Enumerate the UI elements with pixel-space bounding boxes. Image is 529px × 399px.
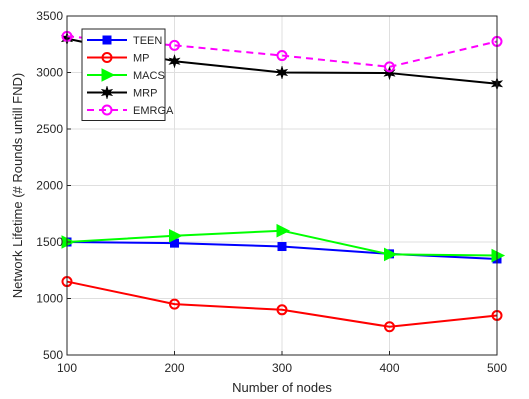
data-point bbox=[384, 247, 398, 262]
x-tick-label: 400 bbox=[379, 361, 399, 375]
y-tick-label: 1000 bbox=[36, 292, 63, 306]
data-point bbox=[383, 65, 396, 81]
legend-label: EMRGA bbox=[133, 105, 174, 117]
x-tick-label: 200 bbox=[164, 361, 184, 375]
series-line bbox=[66, 280, 498, 328]
legend-label: MRP bbox=[133, 88, 157, 100]
data-point bbox=[169, 39, 180, 51]
data-point bbox=[275, 65, 289, 80]
data-point bbox=[168, 53, 181, 69]
legend-marker bbox=[101, 52, 113, 63]
legend-item: TEEN bbox=[87, 35, 162, 47]
data-point bbox=[491, 248, 506, 263]
x-axis-label: Number of nodes bbox=[232, 380, 332, 395]
legend-item: MRP bbox=[87, 85, 157, 100]
data-point bbox=[276, 304, 288, 316]
legend-item: MACS bbox=[87, 68, 165, 82]
x-tick-label: 300 bbox=[272, 361, 292, 375]
y-tick-label: 1500 bbox=[36, 235, 63, 249]
legend-label: TEEN bbox=[133, 35, 162, 47]
data-point bbox=[384, 61, 395, 73]
legend-marker bbox=[101, 104, 113, 116]
legend-marker bbox=[100, 85, 114, 100]
y-tick-label: 3000 bbox=[36, 66, 63, 80]
legend: TEEN MP MACS MRP EMRGA bbox=[81, 28, 174, 121]
series-line bbox=[66, 35, 498, 68]
legend-item: MP bbox=[87, 52, 150, 65]
y-tick-label: 500 bbox=[43, 348, 63, 362]
y-tick-label: 2000 bbox=[36, 179, 63, 193]
axis-ticks: 100 200 300 400 500 500 1000 1500 2000 2500 3000 35… bbox=[36, 9, 507, 375]
legend-marker bbox=[101, 68, 116, 82]
series-macs bbox=[61, 223, 506, 263]
legend-label: MP bbox=[133, 53, 150, 65]
legend-item: EMRGA bbox=[87, 104, 174, 117]
data-point bbox=[276, 223, 291, 238]
x-tick-label: 100 bbox=[57, 361, 77, 375]
data-point bbox=[384, 321, 395, 333]
data-point bbox=[277, 242, 287, 252]
data-point bbox=[276, 50, 288, 62]
x-tick-label: 500 bbox=[487, 361, 507, 375]
y-tick-label: 2500 bbox=[36, 122, 63, 136]
data-point bbox=[169, 298, 180, 310]
y-axis-label: Network Lifetime (# Rounds untill FND) bbox=[10, 73, 25, 298]
data-point bbox=[169, 228, 183, 243]
y-tick-label: 3500 bbox=[36, 9, 63, 23]
legend-marker bbox=[102, 35, 112, 45]
legend-label: MACS bbox=[133, 70, 165, 82]
